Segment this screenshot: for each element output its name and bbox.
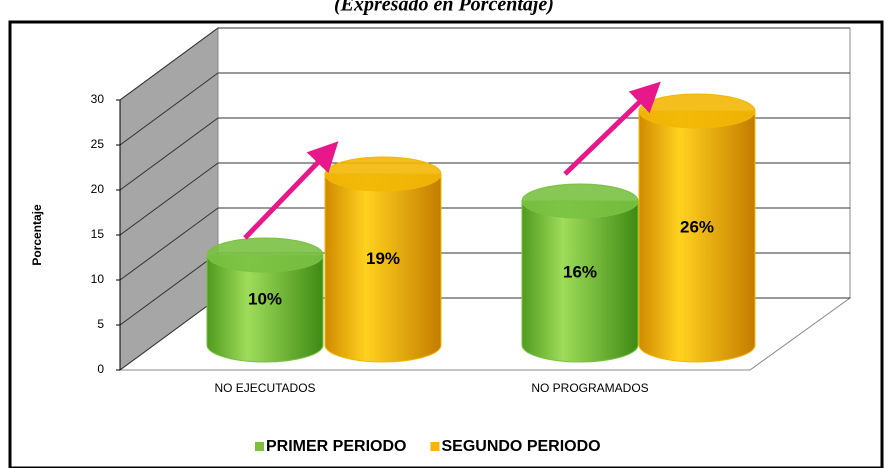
legend-swatch [430, 442, 440, 451]
y-tick-label: 5 [97, 317, 104, 331]
x-tick-label: NO PROGRAMADOS [531, 381, 648, 395]
trend-arrow [243, 141, 339, 240]
chart-subtitle: (Expresado en Porcentaje) [334, 0, 554, 16]
bar-top [324, 156, 442, 192]
y-tick-label: 25 [91, 137, 105, 151]
y-tick-label: 0 [97, 362, 104, 376]
grid-line [119, 297, 219, 371]
data-label: 19% [366, 249, 400, 268]
grid-line [119, 252, 219, 326]
bar [324, 173, 442, 363]
y-tick-label: 20 [91, 182, 105, 196]
legend-swatch [255, 442, 264, 451]
bar [638, 110, 756, 363]
data-label: 10% [248, 289, 282, 308]
grid-line [119, 27, 219, 101]
data-label: 26% [680, 217, 714, 236]
y-tick-label: 30 [91, 92, 105, 106]
x-tick-label: NO EJECUTADOS [214, 381, 315, 395]
trend-arrow [563, 81, 661, 176]
bar-top [521, 183, 639, 219]
bar [521, 200, 639, 363]
grid-line [119, 72, 219, 146]
grid-line [119, 117, 219, 191]
y-tick-label: 10 [91, 272, 105, 286]
data-label: 16% [563, 262, 597, 281]
y-axis-label: Porcentaje [30, 204, 44, 266]
bar [206, 254, 324, 363]
legend-label: SEGUNDO PERIODO [441, 438, 600, 455]
bar-top [206, 237, 324, 273]
grid-line [119, 207, 219, 281]
y-tick-label: 15 [91, 227, 105, 241]
legend-label: PRIMER PERIODO [266, 438, 406, 455]
bar-top [638, 93, 756, 129]
grid-line [119, 162, 219, 236]
